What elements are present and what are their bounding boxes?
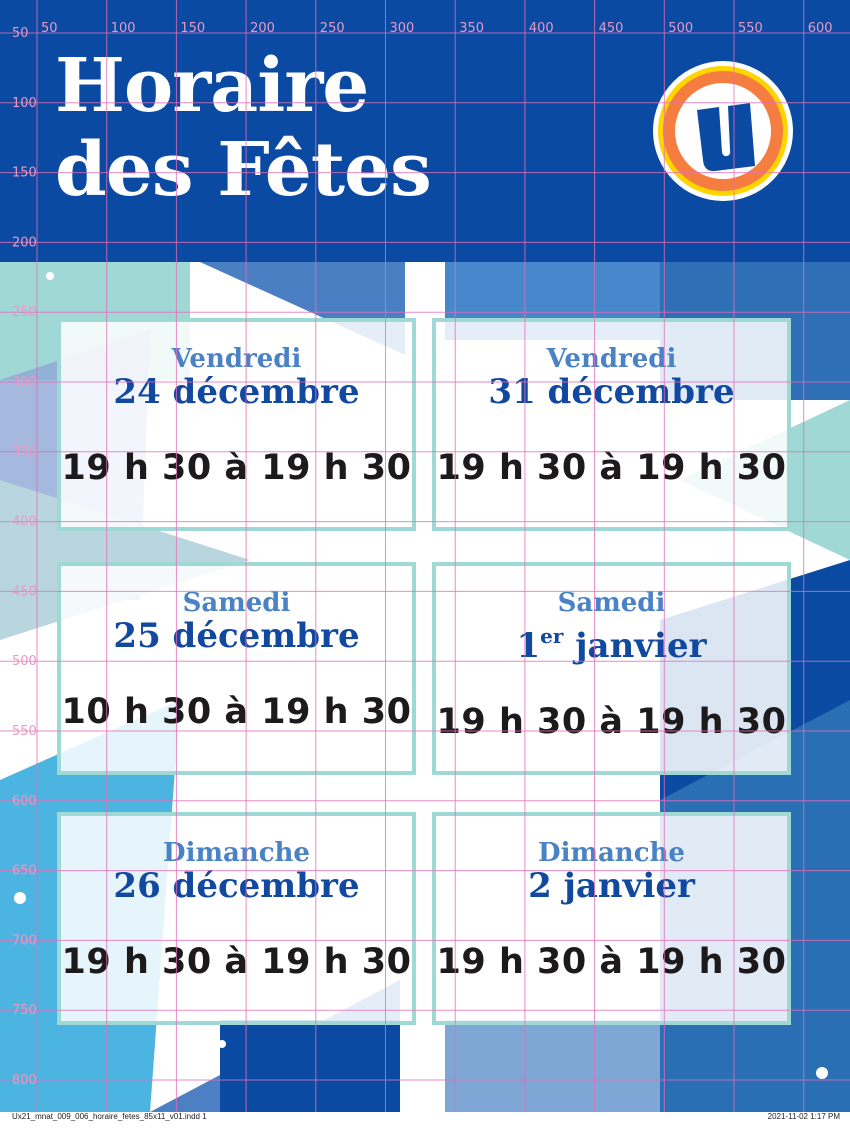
- header-banner: Horaire des Fêtes: [0, 0, 850, 262]
- card-date: 31 décembre: [488, 372, 735, 412]
- card-day: Samedi: [182, 588, 291, 618]
- title-line-2: des Fêtes: [55, 127, 432, 213]
- date-number: 1: [516, 626, 541, 666]
- page-title: Horaire des Fêtes: [55, 43, 432, 213]
- card-date: 25 décembre: [113, 616, 360, 656]
- card-date: 26 décembre: [113, 866, 360, 906]
- card-date: 1er janvier: [436, 618, 787, 664]
- card-hours: 19 h 30 à 19 h 30: [61, 448, 412, 488]
- print-timestamp: 2021-11-02 1:17 PM: [767, 1112, 840, 1121]
- date-month: janvier: [563, 626, 707, 666]
- card-hours: 19 h 30 à 19 h 30: [436, 942, 787, 982]
- schedule-card-sun-26: Dimanche 26 décembre 19 h 30 à 19 h 30: [57, 812, 416, 1025]
- card-day: Dimanche: [538, 838, 685, 868]
- card-hours: 10 h 30 à 19 h 30: [61, 692, 412, 732]
- card-day: Dimanche: [163, 838, 310, 868]
- card-hours: 19 h 30 à 19 h 30: [436, 702, 787, 742]
- schedule-card-sat-1: Samedi 1er janvier 19 h 30 à 19 h 30: [432, 562, 791, 775]
- card-date: 2 janvier: [528, 866, 695, 906]
- card-hours: 19 h 30 à 19 h 30: [436, 448, 787, 488]
- card-date: 24 décembre: [113, 372, 360, 412]
- schedule-card-sun-2: Dimanche 2 janvier 19 h 30 à 19 h 30: [432, 812, 791, 1025]
- card-day: Vendredi: [171, 344, 302, 374]
- card-day: Samedi: [557, 588, 666, 618]
- schedule-card-fri-24: Vendredi 24 décembre 19 h 30 à 19 h 30: [57, 318, 416, 531]
- title-line-1: Horaire: [55, 43, 369, 129]
- date-ordinal: er: [540, 624, 564, 648]
- file-slug: Ux21_mnat_009_006_horaire_fetes_85x11_v0…: [12, 1112, 207, 1121]
- schedule-card-sat-25: Samedi 25 décembre 10 h 30 à 19 h 30: [57, 562, 416, 775]
- card-hours: 19 h 30 à 19 h 30: [61, 942, 412, 982]
- u-logo: [653, 61, 793, 201]
- schedule-card-fri-31: Vendredi 31 décembre 19 h 30 à 19 h 30: [432, 318, 791, 531]
- card-day: Vendredi: [546, 344, 677, 374]
